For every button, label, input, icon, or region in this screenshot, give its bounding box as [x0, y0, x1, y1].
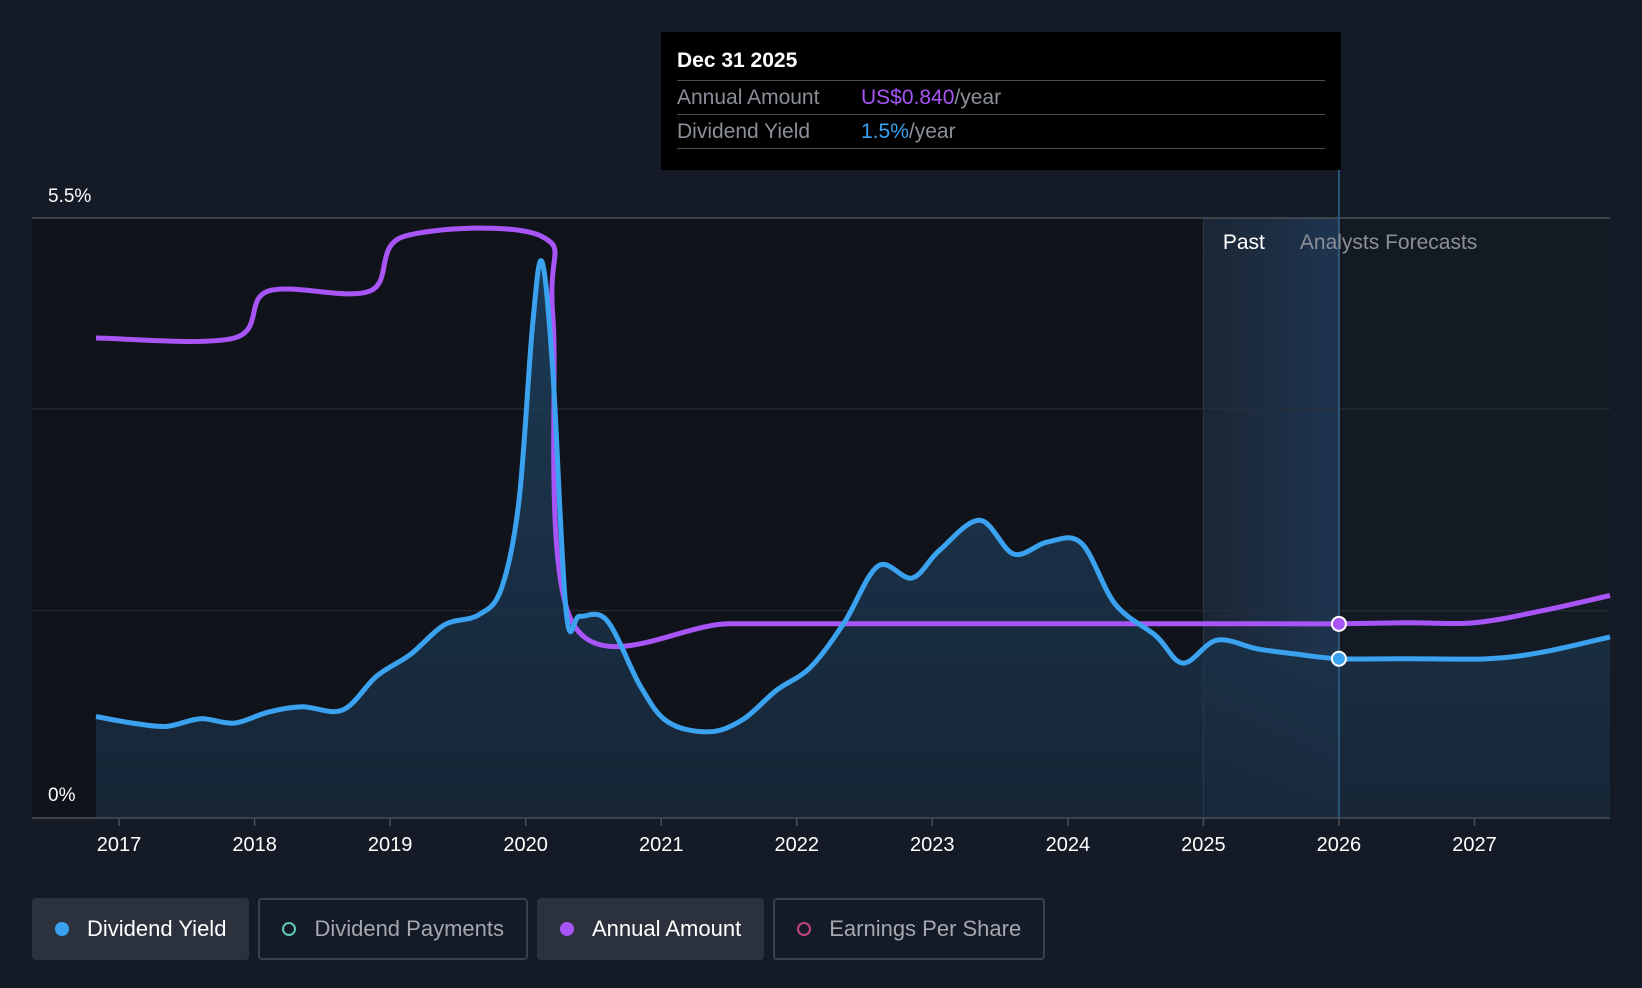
chart-tooltip: Dec 31 2025 Annual Amount US$0.840/year … [661, 32, 1341, 170]
tooltip-yield-row: Dividend Yield 1.5%/year [677, 115, 1325, 149]
x-tick-label: 2021 [639, 834, 684, 856]
dividend-payments-ring-icon [282, 922, 297, 936]
x-tick-label: 2017 [97, 834, 142, 856]
x-tick-label: 2024 [1046, 834, 1091, 856]
annual-amount-dot-icon [559, 922, 574, 936]
legend-earnings-per-share-label: Earnings Per Share [829, 916, 1022, 941]
x-tick-label: 2022 [775, 834, 820, 856]
legend-annual-amount[interactable]: Annual Amount [536, 898, 765, 960]
series-marker [1330, 615, 1347, 632]
y-tick-label-bottom: 0% [48, 785, 76, 806]
legend-dividend-yield-label: Dividend Yield [87, 916, 227, 941]
x-tick-label: 2026 [1317, 834, 1362, 856]
legend-dividend-payments-label: Dividend Payments [314, 916, 504, 941]
chart-legend: Dividend Yield Dividend Payments Annual … [32, 898, 1054, 960]
legend-dividend-payments[interactable]: Dividend Payments [258, 898, 528, 960]
legend-dividend-yield[interactable]: Dividend Yield [32, 898, 250, 960]
dividend-yield-dot-icon [55, 922, 69, 936]
tooltip-yield-unit: /year [908, 120, 956, 143]
tooltip-annual-label: Annual Amount [677, 86, 820, 109]
chart-markers [1330, 615, 1347, 667]
past-label: Past [1223, 231, 1265, 254]
x-tick-label: 2025 [1181, 834, 1226, 856]
y-tick-label-top: 5.5% [48, 186, 91, 207]
x-axis-ticks: 2017 2018 2019 2020 2021 2022 2023 2024 2025 2026… [97, 818, 1497, 856]
tooltip-yield-value: 1.5% [861, 120, 909, 143]
tooltip-yield-label: Dividend Yield [677, 120, 811, 143]
tooltip-annual-row: Annual Amount US$0.840/year [677, 81, 1325, 115]
x-tick-label: 2020 [503, 834, 548, 856]
earnings-per-share-ring-icon [797, 922, 812, 936]
legend-earnings-per-share[interactable]: Earnings Per Share [773, 898, 1046, 960]
series-marker [1330, 650, 1347, 667]
x-tick-label: 2023 [910, 834, 955, 856]
tooltip-date: Dec 31 2025 [677, 46, 1325, 81]
x-tick-label: 2019 [368, 834, 413, 856]
dividend-yield-line [95, 258, 1611, 735]
x-tick-label: 2027 [1452, 834, 1497, 856]
annual-amount-line [95, 225, 1611, 650]
dividend-yield-area [96, 260, 1610, 818]
tooltip-annual-value: US$0.840 [861, 86, 955, 109]
grid-lines [32, 217, 1610, 612]
tooltip-annual-unit: /year [954, 86, 1002, 109]
analysts-forecasts-label: Analysts Forecasts [1300, 231, 1477, 254]
legend-annual-amount-label: Annual Amount [591, 916, 742, 941]
x-tick-label: 2018 [232, 834, 277, 856]
